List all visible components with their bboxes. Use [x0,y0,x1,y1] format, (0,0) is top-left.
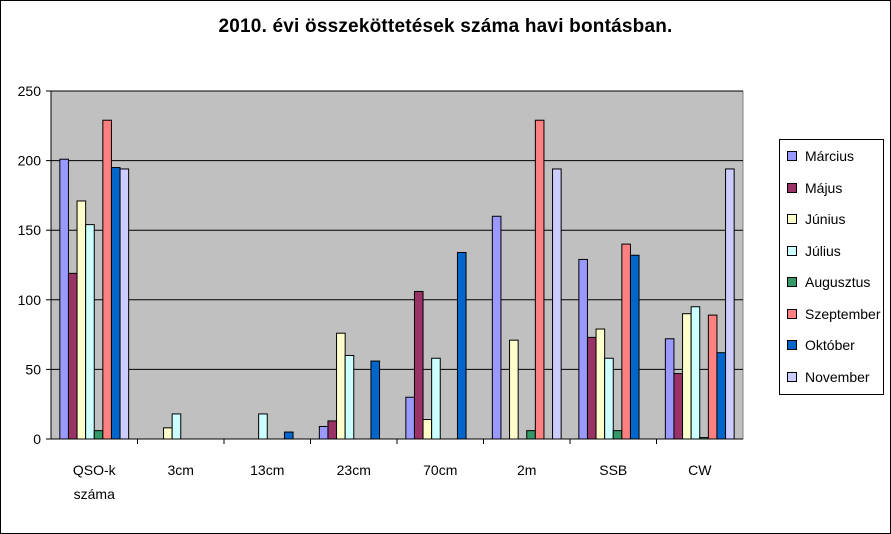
bar [491,215,502,440]
bar [682,313,692,440]
x-category-label: CW [688,462,712,478]
legend-item: Szeptember [787,304,880,324]
y-tick-label: 0 [33,431,41,447]
legend-label: Június [805,211,846,227]
y-tick-label: 150 [18,222,42,238]
bar [431,357,441,440]
legend-swatch [787,214,797,224]
bar [171,413,182,440]
legend-swatch [787,340,797,350]
legend-item: Május [787,178,842,198]
bar [59,158,69,440]
legend-item: November [787,367,870,387]
bar [370,360,381,440]
bar [76,200,87,440]
legend-item: Augusztus [787,272,870,292]
legend-swatch [787,151,797,161]
x-category-label: 2m [517,462,536,478]
bar [664,338,675,440]
bar [422,419,433,440]
bar [336,332,346,440]
bar [578,258,588,440]
bar [586,336,597,440]
bar [102,119,112,440]
bar [318,425,329,440]
x-category-label: 70cm [423,462,457,478]
bar [119,168,130,440]
legend-label: Május [805,179,843,196]
y-tick-label: 200 [18,153,42,169]
bar [725,168,735,440]
legend-label: Augusztus [805,274,871,290]
bar [344,354,355,440]
legend-swatch [787,182,797,193]
x-category-label: QSO-k [73,462,117,478]
legend-label: Március [805,148,855,164]
bar [283,431,294,440]
bar [67,272,78,440]
legend-swatch [787,245,797,256]
bar [690,306,701,440]
x-category-label: 13cm [250,462,284,478]
bar [604,357,614,440]
x-category-label: SSB [599,462,627,478]
legend-item: Október [787,335,855,355]
bar [526,430,536,440]
x-category-label: 23cm [337,462,371,478]
bar [85,224,95,440]
bar [673,373,684,440]
bar [699,437,709,440]
bar [716,352,727,440]
legend: Március Május Június Július Augusztus Szeptem… [779,139,884,395]
legend-label: November [805,368,870,385]
legend-label: Szeptember [805,305,881,322]
bar [258,413,268,440]
bar [612,430,623,440]
legend-label: Július [805,242,841,259]
bar [93,430,104,440]
legend-item: Június [787,209,845,229]
bar [707,314,718,440]
bar [327,420,338,440]
bar [110,167,121,440]
bar [621,243,631,440]
legend-label: Október [805,337,855,353]
bar [629,254,640,440]
y-tick-label: 250 [18,83,42,99]
legend-swatch [787,277,797,287]
legend-item: Július [787,241,841,261]
bar [413,290,424,440]
bar [595,328,606,440]
bar [456,251,467,440]
y-tick-label: 100 [18,292,42,308]
bar [552,168,562,440]
legend-item: Március [787,146,854,166]
chart-title: 2010. évi összeköttetések száma havi bon… [218,16,673,37]
x-category-label: 3cm [168,462,194,478]
legend-swatch [787,308,797,319]
bar [405,396,415,440]
y-tick-label: 50 [25,361,41,377]
x-category-label: száma [74,486,115,502]
bar [534,119,545,440]
bar [509,339,519,440]
bar [163,427,173,440]
legend-swatch [787,371,797,382]
